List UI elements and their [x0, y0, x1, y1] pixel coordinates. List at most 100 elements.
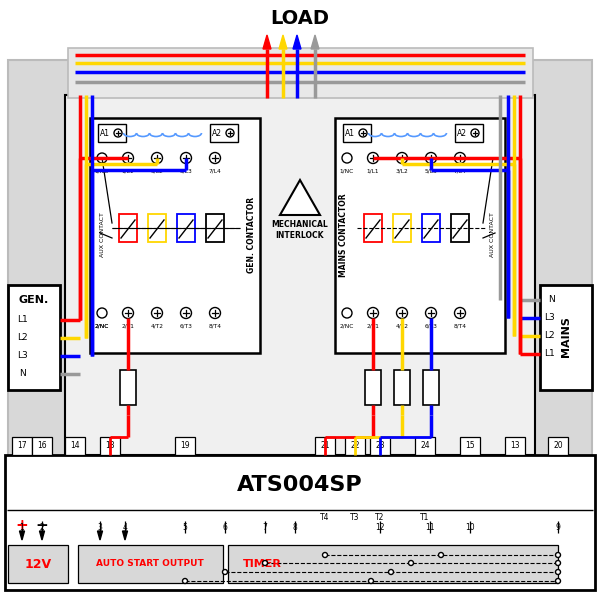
Text: 1: 1: [20, 523, 25, 532]
Circle shape: [223, 570, 227, 575]
Circle shape: [455, 308, 466, 318]
Bar: [68, 48, 533, 98]
Bar: [455, 124, 483, 142]
Text: MECHANICAL
INTERLOCK: MECHANICAL INTERLOCK: [272, 221, 328, 240]
Text: 10: 10: [465, 523, 475, 532]
Circle shape: [97, 308, 107, 318]
Circle shape: [226, 129, 234, 137]
Circle shape: [114, 129, 122, 137]
Text: L2: L2: [17, 334, 28, 343]
Bar: [119, 214, 137, 242]
Circle shape: [181, 308, 191, 318]
Text: 2/T1: 2/T1: [122, 324, 134, 328]
Text: 16: 16: [37, 442, 47, 451]
Text: 4/T2: 4/T2: [151, 324, 163, 328]
Text: T1: T1: [421, 514, 430, 523]
Bar: [335, 118, 505, 353]
Circle shape: [556, 579, 560, 583]
Text: 1/NC: 1/NC: [95, 169, 109, 173]
Bar: [548, 437, 568, 455]
Text: 9: 9: [556, 523, 560, 532]
Text: 3/L2: 3/L2: [395, 169, 409, 173]
Circle shape: [367, 308, 379, 318]
Polygon shape: [19, 531, 25, 540]
Circle shape: [397, 153, 407, 163]
Text: 21: 21: [320, 442, 330, 451]
Bar: [394, 370, 410, 405]
Text: +: +: [16, 517, 28, 532]
Circle shape: [367, 153, 379, 163]
Text: 5: 5: [182, 523, 187, 532]
Bar: [12, 437, 32, 455]
Text: 20: 20: [553, 442, 563, 451]
Text: 8/T4: 8/T4: [454, 324, 467, 328]
Circle shape: [342, 308, 352, 318]
Circle shape: [263, 560, 268, 566]
Bar: [422, 214, 440, 242]
Text: 22: 22: [350, 442, 360, 451]
Circle shape: [122, 153, 133, 163]
Text: 12: 12: [375, 523, 385, 532]
Text: 5/L3: 5/L3: [425, 169, 437, 173]
Text: −: −: [35, 517, 49, 532]
Text: 7/L4: 7/L4: [209, 169, 221, 173]
Text: 11: 11: [425, 523, 435, 532]
Circle shape: [182, 579, 187, 583]
Polygon shape: [279, 35, 287, 49]
Circle shape: [342, 153, 352, 163]
Text: AUX CONTACT: AUX CONTACT: [491, 213, 496, 257]
Bar: [175, 437, 195, 455]
Text: N: N: [548, 296, 555, 305]
Circle shape: [151, 153, 163, 163]
Text: 23: 23: [375, 442, 385, 451]
Text: T2: T2: [376, 514, 385, 523]
Text: 18: 18: [105, 442, 115, 451]
Text: N: N: [19, 370, 25, 378]
Polygon shape: [311, 35, 319, 49]
Text: A1: A1: [345, 129, 355, 138]
Text: 1/L1: 1/L1: [367, 169, 379, 173]
Text: 24: 24: [420, 442, 430, 451]
Text: 2/NC: 2/NC: [95, 324, 109, 328]
Text: GEN.: GEN.: [19, 295, 49, 305]
Circle shape: [556, 560, 560, 566]
Text: A1: A1: [100, 129, 110, 138]
Text: T4: T4: [320, 514, 330, 523]
Text: L1: L1: [544, 349, 555, 359]
Bar: [120, 370, 136, 405]
Bar: [78, 545, 223, 583]
Text: L3: L3: [544, 313, 555, 322]
Bar: [5, 455, 595, 590]
Text: LOAD: LOAD: [271, 8, 329, 27]
Bar: [315, 437, 335, 455]
Text: 12V: 12V: [25, 557, 52, 570]
Bar: [228, 545, 558, 583]
Text: A2: A2: [212, 129, 222, 138]
Text: 1/L1: 1/L1: [122, 169, 134, 173]
Circle shape: [556, 570, 560, 575]
Text: T3: T3: [350, 514, 360, 523]
Bar: [460, 437, 480, 455]
Text: 8/T4: 8/T4: [209, 324, 221, 328]
Text: 13: 13: [510, 442, 520, 451]
Text: MAINS: MAINS: [561, 316, 571, 358]
Text: 2/NC: 2/NC: [95, 324, 109, 328]
Bar: [393, 214, 411, 242]
Bar: [206, 214, 224, 242]
Text: 2/NC: 2/NC: [340, 324, 354, 328]
Circle shape: [455, 153, 466, 163]
Bar: [177, 214, 195, 242]
Text: 5/L3: 5/L3: [179, 169, 193, 173]
Text: 14: 14: [70, 442, 80, 451]
Bar: [364, 214, 382, 242]
Circle shape: [397, 308, 407, 318]
Text: 8: 8: [293, 523, 298, 532]
Text: ATS004SP: ATS004SP: [237, 475, 363, 495]
Text: 4/T2: 4/T2: [395, 324, 409, 328]
Bar: [415, 437, 435, 455]
Polygon shape: [122, 531, 128, 540]
Text: 6/T3: 6/T3: [179, 324, 193, 328]
Bar: [32, 437, 52, 455]
Bar: [65, 437, 85, 455]
Circle shape: [409, 560, 413, 566]
